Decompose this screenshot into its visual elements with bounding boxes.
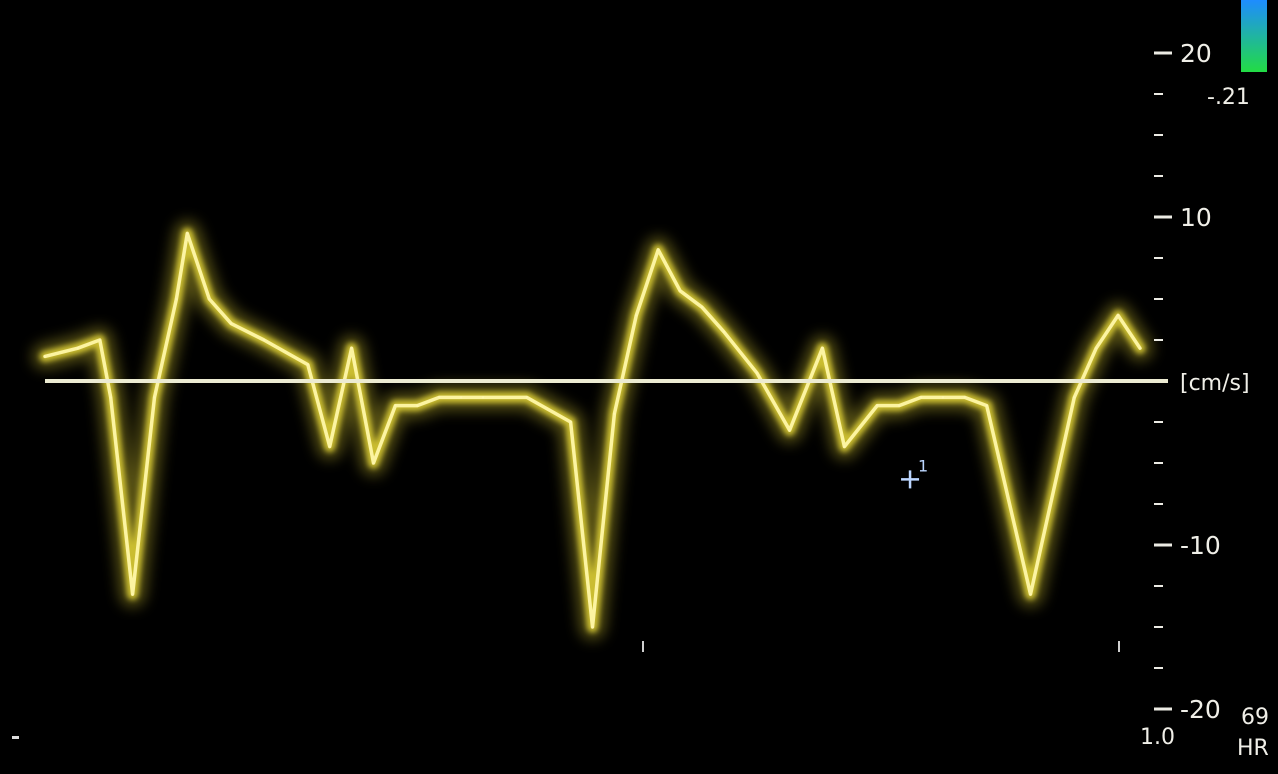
trace-point	[1116, 314, 1120, 317]
trace-point	[1095, 347, 1098, 350]
trace-point	[897, 404, 901, 407]
trace-point	[394, 404, 397, 407]
trace-point	[919, 396, 923, 399]
trace-point	[821, 347, 824, 350]
trace-point	[788, 429, 791, 432]
indicator-dash	[12, 736, 19, 739]
trace-point	[755, 371, 758, 374]
trace-point	[963, 396, 966, 399]
trace-point	[525, 396, 528, 399]
trace-point	[591, 625, 594, 629]
depth-readout: 1.0	[1140, 725, 1175, 750]
trace-point	[175, 297, 178, 301]
trace-point	[722, 330, 726, 333]
trace-point	[76, 347, 80, 350]
hr-label: HR	[1237, 736, 1269, 761]
velocity-scale: 20 10 -10 -20 [cm/s]	[1154, 39, 1250, 724]
trace-point	[1138, 347, 1142, 350]
trace-point	[459, 396, 463, 399]
trace-point	[416, 404, 419, 407]
trace-point	[131, 593, 134, 596]
trace-point	[1029, 593, 1032, 596]
hr-value: 69	[1241, 705, 1269, 730]
trace-point	[328, 445, 331, 448]
y-unit-label: [cm/s]	[1180, 371, 1250, 396]
trace-point	[43, 355, 47, 358]
trace-point	[306, 363, 309, 366]
trace-point	[372, 461, 375, 465]
trace-point	[208, 297, 211, 301]
trace-point	[98, 338, 102, 342]
trace-point	[186, 232, 189, 235]
trace-point	[657, 248, 660, 251]
trace-point	[876, 404, 879, 407]
y-tick-label: 10	[1180, 203, 1212, 232]
trace-point	[350, 347, 353, 350]
measurement-markers: 1	[901, 456, 928, 489]
trace-point	[613, 412, 616, 415]
trace-point	[700, 306, 704, 309]
color-bar-value: -.21	[1207, 85, 1250, 110]
trace-point	[262, 338, 266, 342]
trace-point	[153, 396, 156, 399]
trace-point	[1073, 396, 1076, 399]
trace-point	[230, 322, 233, 325]
trace-point	[985, 404, 988, 407]
trace-point	[678, 289, 682, 292]
trace-point	[941, 396, 945, 399]
y-tick-label: 20	[1180, 39, 1212, 68]
trace-series-0-layer-2	[43, 231, 1142, 629]
y-tick-label: -10	[1180, 531, 1221, 560]
cursor-marker-label: 1	[918, 456, 928, 475]
y-tick-label: -20	[1180, 695, 1221, 724]
trace-point	[843, 445, 846, 448]
trace-point	[109, 396, 112, 399]
trace-point	[635, 314, 638, 317]
cursor-marker: 1	[901, 456, 928, 489]
trace-point	[438, 396, 441, 399]
trace-point	[481, 396, 485, 399]
velocity-trace	[32, 220, 1153, 640]
trace-point	[569, 420, 572, 424]
color-bar	[1241, 0, 1267, 72]
